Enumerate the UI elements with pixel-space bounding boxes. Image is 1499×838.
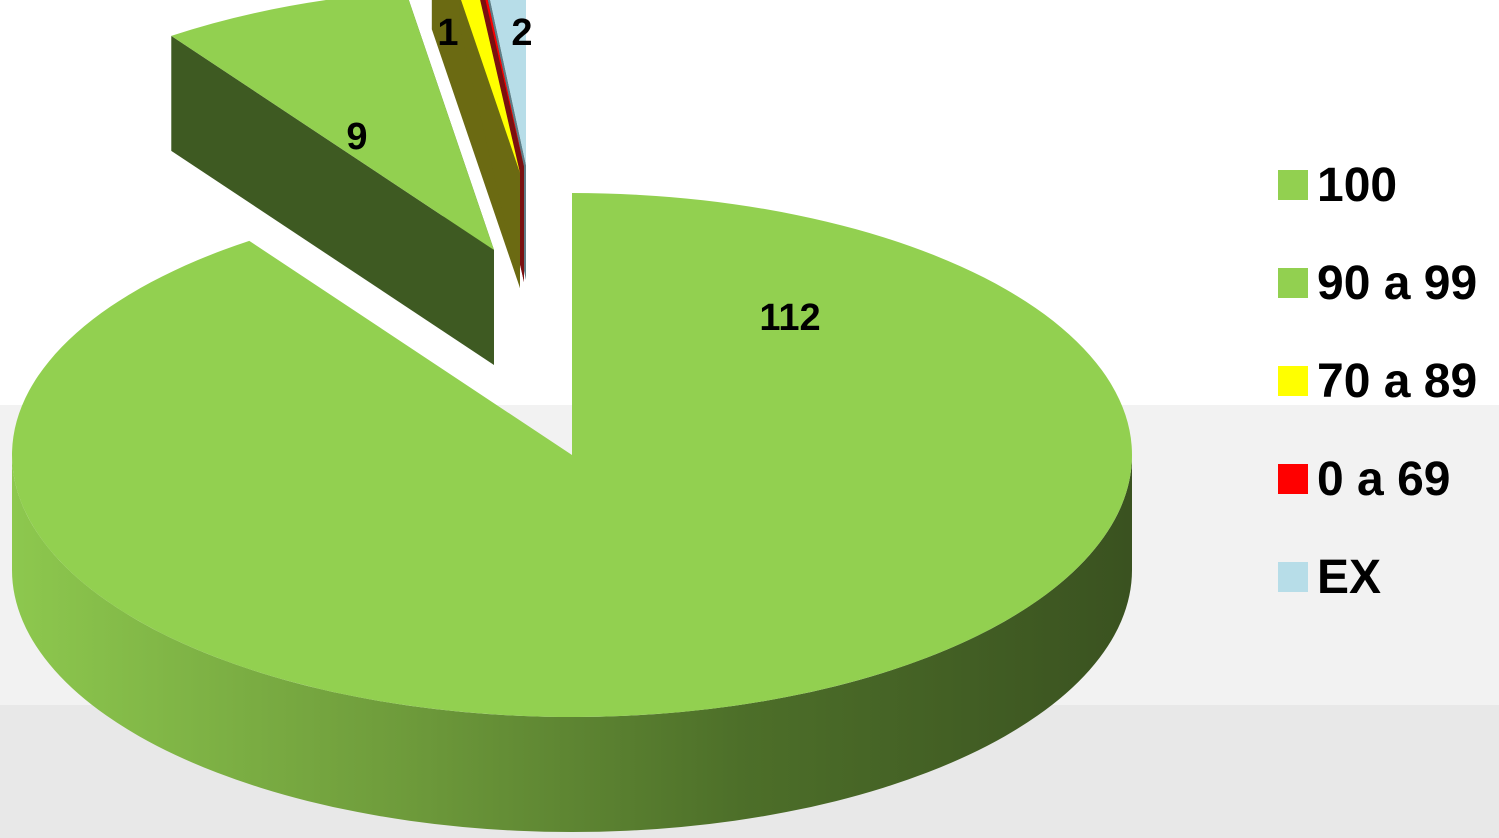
legend-swatch-100 xyxy=(1278,170,1308,200)
data-label-70-a-89: 1 xyxy=(437,12,458,54)
slice-top-0-a-69 xyxy=(485,0,524,167)
legend-item-0-a-69: 0 a 69 xyxy=(1278,452,1477,506)
legend-item-90-a-99: 90 a 99 xyxy=(1278,256,1477,310)
slice-top-90-a-99 xyxy=(171,0,494,250)
data-label-100: 112 xyxy=(759,297,820,339)
chart-legend: 100 90 a 99 70 a 89 0 a 69 EX xyxy=(1278,158,1477,648)
slice-top-70-a-89 xyxy=(461,0,520,173)
slice-top-ex xyxy=(490,0,526,165)
pie-slice-70-a-89 xyxy=(431,0,520,288)
data-label-90-a-99: 9 xyxy=(346,116,367,158)
legend-label-90-a-99: 90 a 99 xyxy=(1317,256,1478,310)
legend-label-ex: EX xyxy=(1317,550,1382,604)
legend-swatch-90-a-99 xyxy=(1278,268,1308,298)
slice-wall-70-a-89-1 xyxy=(459,0,520,288)
pie-slice-100 xyxy=(11,193,1132,832)
legend-item-ex: EX xyxy=(1278,550,1477,604)
slice-wall-70-a-89-0 xyxy=(431,0,520,288)
slice-top-100 xyxy=(11,193,1132,718)
legend-swatch-70-a-89 xyxy=(1278,366,1308,396)
legend-item-100: 100 xyxy=(1278,158,1477,212)
pie-slice-90-a-99 xyxy=(171,0,494,365)
data-label-ex: 2 xyxy=(511,12,532,54)
legend-label-70-a-89: 70 a 89 xyxy=(1317,354,1478,408)
legend-label-0-a-69: 0 a 69 xyxy=(1317,452,1451,506)
slice-wall-90-a-99-0 xyxy=(171,35,494,365)
legend-swatch-0-a-69 xyxy=(1278,464,1308,494)
legend-swatch-ex xyxy=(1278,562,1308,592)
slice-side-100 xyxy=(12,455,1132,832)
legend-label-100: 100 xyxy=(1317,158,1398,212)
legend-item-70-a-89: 70 a 89 xyxy=(1278,354,1477,408)
